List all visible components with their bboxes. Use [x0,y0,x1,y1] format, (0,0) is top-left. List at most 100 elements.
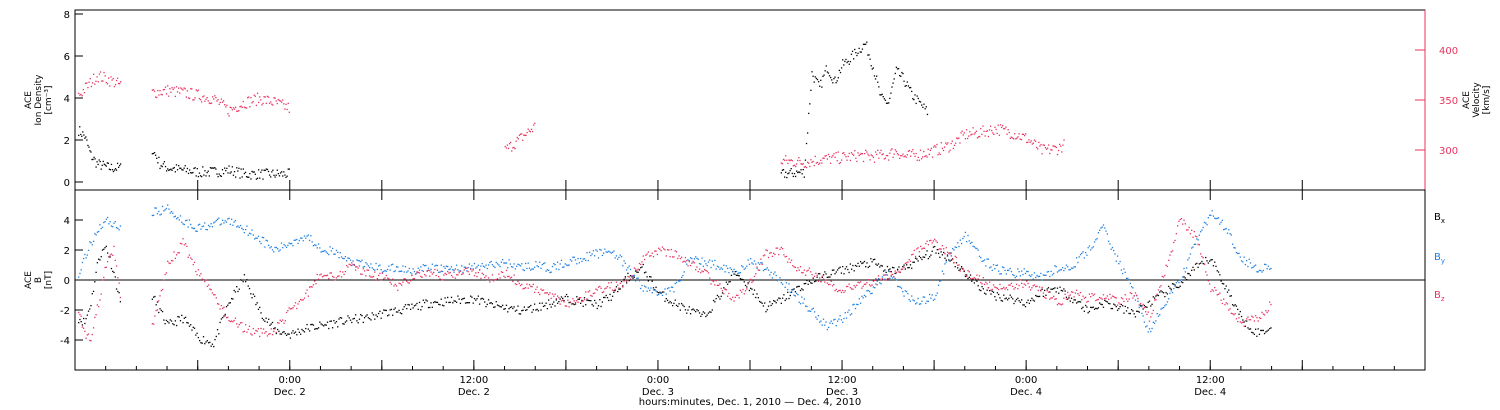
by-point [610,252,612,254]
velocity-point [83,91,86,94]
by-point [1100,227,1102,229]
bz-point [269,332,271,335]
velocity-point [949,149,951,151]
velocity-point [851,153,854,155]
by-point [1065,264,1068,266]
by-point [1252,266,1254,268]
bx-point [669,300,671,303]
bz-point [1023,283,1025,285]
by-point [719,268,721,270]
bx-point [833,269,835,271]
by-point [1041,279,1043,281]
bx-point [721,292,724,294]
by-point [945,261,947,263]
by-point [507,267,509,269]
bz-point [760,258,762,260]
bz-point [793,266,795,268]
by-point [104,221,106,223]
velocity-point [1054,145,1056,148]
bz-point [394,283,396,286]
bx-point [1240,315,1243,318]
density-axis-label: ACEIon Density[cm⁻³] [24,74,54,126]
density-point [849,60,852,63]
bz-point [390,283,393,285]
bz-point [99,299,101,301]
velocity-point [285,103,287,106]
density-point [908,87,911,89]
by-point [600,249,602,251]
bz-point [1084,296,1087,298]
velocity-point [250,97,252,99]
bx-point [354,314,357,316]
density-point [215,168,217,170]
bz-point [441,279,444,281]
by-point [710,266,712,269]
bx-point [1127,307,1129,309]
bz-point [767,256,770,259]
by-point [925,302,927,305]
bx-point [211,343,214,345]
bx-point [269,324,271,326]
by-point [239,224,242,227]
bx-point [209,341,211,344]
bx-point [361,315,363,317]
density-point [254,173,257,175]
density-point [847,60,849,63]
bz-point [875,277,877,280]
bx-point [522,309,524,311]
bx-point [989,289,991,292]
bx-point [218,333,220,335]
bz-point [351,262,353,264]
bx-point [389,309,391,311]
bz-point [714,284,716,286]
bx-point [556,302,559,304]
by-point [1266,268,1268,270]
bx-point [440,298,442,300]
by-point [1130,286,1133,288]
by-point [363,265,366,268]
bz-point [703,269,706,271]
velocity-point [515,140,517,142]
bx-point [957,267,959,269]
bz-point [1041,286,1043,289]
bz-point [909,260,912,262]
bx-point [289,337,292,339]
bz-point [748,281,751,283]
bx-point [1179,285,1181,287]
legend-bx: Bx [1434,212,1445,225]
bz-point [930,239,932,242]
bz-point [260,327,262,330]
velocity-point [87,86,89,89]
by-point [923,296,926,298]
velocity-point [1042,144,1044,146]
bx-point [172,323,174,325]
velocity-point [790,159,792,161]
velocity-point [226,104,228,106]
bz-point [365,275,367,277]
bz-point [362,268,364,270]
bz-point [1183,219,1185,221]
bz-point [87,333,90,335]
bz-point [1097,298,1100,301]
by-point [1253,265,1255,267]
bx-point [246,279,248,281]
bx-point [872,259,875,261]
bz-point [799,266,802,268]
bz-point [1088,293,1091,295]
bz-point [1258,317,1261,319]
bx-point [742,278,744,281]
bx-point [666,299,669,302]
bx-point [307,328,309,330]
density-point [221,169,224,171]
by-point [1257,271,1259,273]
density-point [862,43,865,45]
bx-point [310,323,312,326]
bz-point [1147,311,1149,313]
bx-point [1229,295,1231,297]
by-point [489,261,491,264]
bz-point [1159,286,1161,288]
by-point [1090,249,1092,251]
bx-point [939,256,941,258]
velocity-point [855,157,857,159]
density-point [213,167,215,169]
